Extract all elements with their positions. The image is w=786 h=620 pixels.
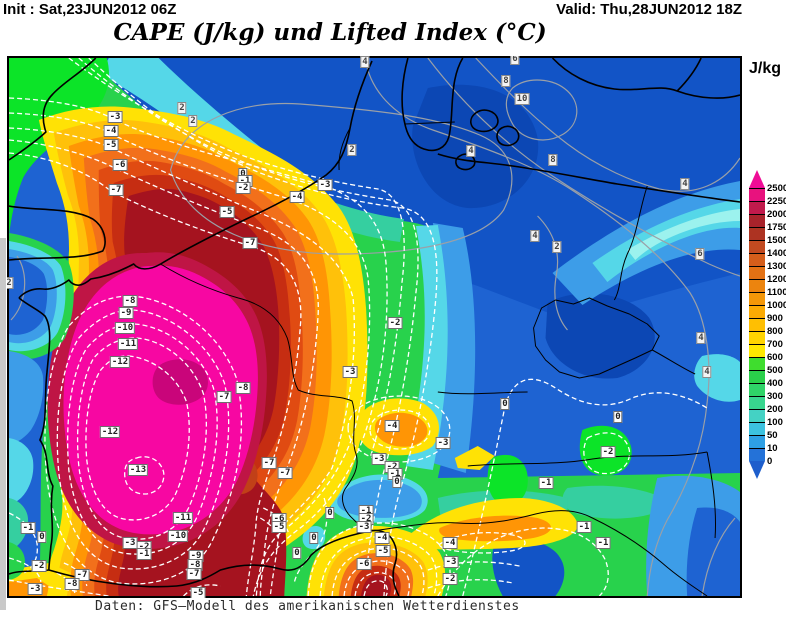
cape-deeppink-patch [152,359,208,405]
legend-cell [749,422,765,435]
legend-tick: 800 [767,326,783,337]
legend-cell [749,357,765,370]
legend-tick: 2250 [767,196,786,207]
legend-unit-label: J/kg [749,60,782,77]
legend-cell [749,331,765,344]
weather-map [7,56,742,598]
legend-cell [749,370,765,383]
country-borders [160,121,716,596]
page-title: CAPE (J/kg) und Lifted Index (°C) [113,19,547,46]
legend-cell [749,266,765,279]
legend-color-bar [749,188,765,461]
window-edge-strip [0,238,6,610]
cape-pink-core [63,265,258,535]
legend-tick: 1400 [767,248,786,259]
wedge-blue-core [9,257,48,335]
legend-tick: 700 [767,339,783,350]
po-orange-core [439,515,552,542]
legend-tick: 1750 [767,222,786,233]
yellow-wedge [454,446,495,470]
legend-arrow-up-icon [749,170,765,188]
legend-cell [749,201,765,214]
legend-tick: 1000 [767,300,786,311]
legend-tick: 900 [767,313,783,324]
bohemia-deep-blue [545,293,655,379]
legend-tick: 300 [767,391,783,402]
legend-cell [749,409,765,422]
legend-cell [749,435,765,448]
legend-tick: 0 [767,456,773,467]
legend-tick: 10 [767,443,778,454]
legend-tick: 500 [767,365,783,376]
green-spot-2 [487,454,528,505]
legend-tick: 2000 [767,209,786,220]
data-source-caption: Daten: GFS—Modell des amerikanischen Wet… [95,599,520,614]
legend-tick: 200 [767,404,783,415]
legend-cell [749,214,765,227]
left-cyan-strip [9,438,34,505]
coastlines [9,58,740,596]
legend-cell [749,396,765,409]
legend-cell [749,253,765,266]
teal-patch-se [562,485,673,519]
left-lightblue-strip [9,351,44,444]
init-time-label: Init : Sat,23JUN2012 06Z [3,1,177,18]
italy-darkred [360,574,392,596]
legend-cell [749,318,765,331]
legend-tick: 100 [767,417,783,428]
valid-time-label: Valid: Thu,28JUN2012 18Z [556,1,742,18]
left-teal-strip [9,498,29,549]
legend-tick: 400 [767,378,783,389]
legend-tick: 1200 [767,274,786,285]
cape-lifted-index-map [9,58,740,596]
legend-arrow-down-icon [749,461,765,479]
legend-tick: 600 [767,352,783,363]
ne-palecyan-core [627,209,740,260]
ligurian-blue [337,479,422,518]
legend-cell [749,448,765,461]
deep-sea-region [68,58,740,320]
england-green [9,58,109,236]
legend-cell [749,383,765,396]
legend-cell [749,292,765,305]
legend-cell [749,188,765,201]
legend-tick: 1500 [767,235,786,246]
legend-tick: 2500 [767,183,786,194]
legend-cell [749,344,765,357]
legend-cell [749,240,765,253]
alps-blue [492,539,565,596]
center-cyan-band [405,225,448,470]
legend-tick: 1300 [767,261,786,272]
legend-cell [749,227,765,240]
legend-tick: 50 [767,430,778,441]
legend-cell [749,279,765,292]
legend-tick: 1100 [767,287,786,298]
legend-cell [749,305,765,318]
